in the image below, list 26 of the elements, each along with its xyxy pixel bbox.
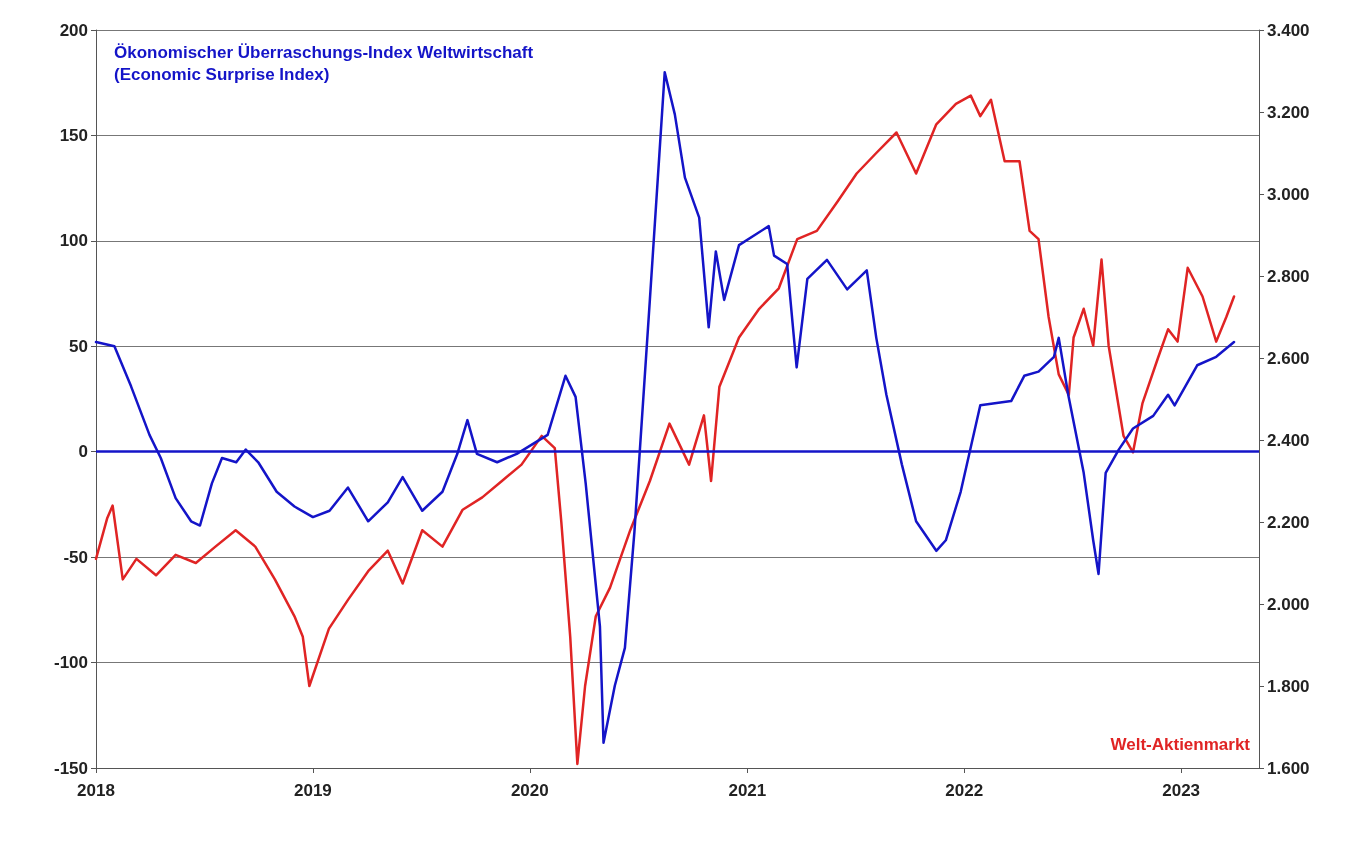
x-tick-label: 2023 [1162,781,1201,800]
x-tick-label: 2018 [77,781,115,800]
y2-tick-label: 2.600 [1267,348,1310,368]
y2-tick-label: 3.400 [1267,20,1310,40]
y2-tick-label: 2.400 [1267,430,1310,450]
y-tick-label: 150 [59,125,88,145]
y2-tick-label: 1.800 [1267,676,1310,696]
text: Ökonomischer Überraschungs-Index Weltwirtschaft (Economic Surprise Index) [114,42,534,84]
y-tick-label: 50 [69,336,88,356]
x-tick-label: 2019 [294,781,332,800]
x-tick-label: 2021 [728,781,767,800]
x-tick-label: 2022 [945,781,984,800]
y2-tick-label: 1.600 [1267,758,1310,778]
text: Welt-Aktienmarkt [1110,734,1251,754]
y-tick-label: 200 [59,20,88,40]
y2-tick-label: 2.000 [1267,594,1310,614]
y-tick-label: 0 [78,442,88,462]
y-tick-label: -150 [53,758,88,778]
x-tick-label: 2020 [510,781,549,800]
y2-tick-label: 3.200 [1267,102,1310,122]
y2-tick-label: 2.800 [1267,266,1310,286]
y-tick-label: -50 [63,547,88,567]
y-tick-label: 100 [59,231,88,251]
y2-tick-label: 3.000 [1267,184,1310,204]
y2-tick-label: 2.200 [1267,512,1310,532]
y-tick-label: -100 [53,653,88,673]
